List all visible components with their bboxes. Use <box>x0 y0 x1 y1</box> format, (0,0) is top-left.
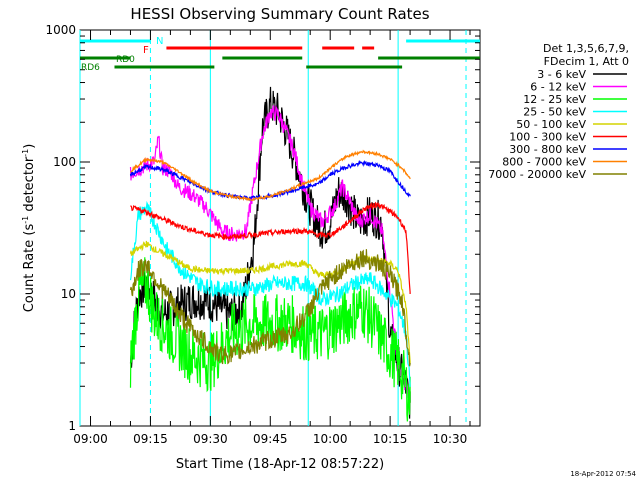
instrument-state-lines <box>79 30 467 426</box>
x-tick-label: 10:15 <box>373 432 408 446</box>
y-tick-label: 10 <box>61 287 76 301</box>
y-axis-label: Count Rate (s-1 detector-1) <box>21 144 37 313</box>
count-rate-series <box>129 86 411 422</box>
x-tick-label: 09:45 <box>253 432 288 446</box>
series-line <box>129 249 411 367</box>
legend-label: 25 - 50 keV <box>523 106 586 119</box>
legend-label: 12 - 25 keV <box>523 93 586 106</box>
plot-area: 09:00 09:15 09:30 09:45 10:00 10:15 10:30 1101… <box>45 23 481 446</box>
y-tick-label: 1000 <box>45 23 76 37</box>
flag-label-n: N <box>156 36 163 47</box>
x-axis-label: Start Time (18-Apr-12 08:57:22) <box>176 457 384 472</box>
chart-title: HESSI Observing Summary Count Rates <box>130 5 429 23</box>
y-axis-label-mid: detector <box>22 156 37 216</box>
legend-label: 100 - 300 keV <box>509 131 586 144</box>
x-tick-label: 10:00 <box>313 432 348 446</box>
y-axis: 1 10 100 1000 <box>45 23 480 433</box>
x-tick-label: 09:15 <box>133 432 168 446</box>
x-axis: 09:00 09:15 09:30 09:45 10:00 10:15 10:30 <box>73 30 471 446</box>
plot-frame <box>79 29 481 427</box>
legend-label: 300 - 800 keV <box>509 143 586 156</box>
legend-label: 3 - 6 keV <box>537 68 586 81</box>
flag-label-rd0: RD0 <box>116 55 135 65</box>
y-axis-label-sup2: -1 <box>21 149 30 157</box>
y-axis-label-main: Count Rate (s <box>22 224 37 313</box>
x-tick-label: 09:00 <box>73 432 108 446</box>
plot-timestamp: 18-Apr-2012 07:54 <box>570 470 636 478</box>
observing-flags <box>80 39 480 69</box>
flag-label-f: F <box>143 45 149 56</box>
y-axis-label-end: ) <box>22 144 37 149</box>
y-tick-label: 100 <box>53 155 76 169</box>
x-tick-label: 10:30 <box>433 432 468 446</box>
flag-label-rd6: RD6 <box>81 63 100 73</box>
y-tick-label: 1 <box>68 419 76 433</box>
legend: Det 1,3,5,6,7,9, FDecim 1, Att 0 3 - 6 k… <box>488 42 629 181</box>
y-axis-label-sup1: -1 <box>21 216 30 224</box>
series-line <box>129 104 411 403</box>
legend-label: 6 - 12 keV <box>530 81 586 94</box>
legend-label: 7000 - 20000 keV <box>488 168 586 181</box>
series-line <box>130 149 411 202</box>
x-tick-label: 09:30 <box>193 432 228 446</box>
legend-label: 50 - 100 keV <box>516 118 586 131</box>
legend-label: 800 - 7000 keV <box>502 156 586 169</box>
legend-header-detectors: Det 1,3,5,6,7,9, <box>543 42 629 55</box>
series-line <box>130 201 411 294</box>
legend-header-decimation: FDecim 1, Att 0 <box>544 55 629 68</box>
